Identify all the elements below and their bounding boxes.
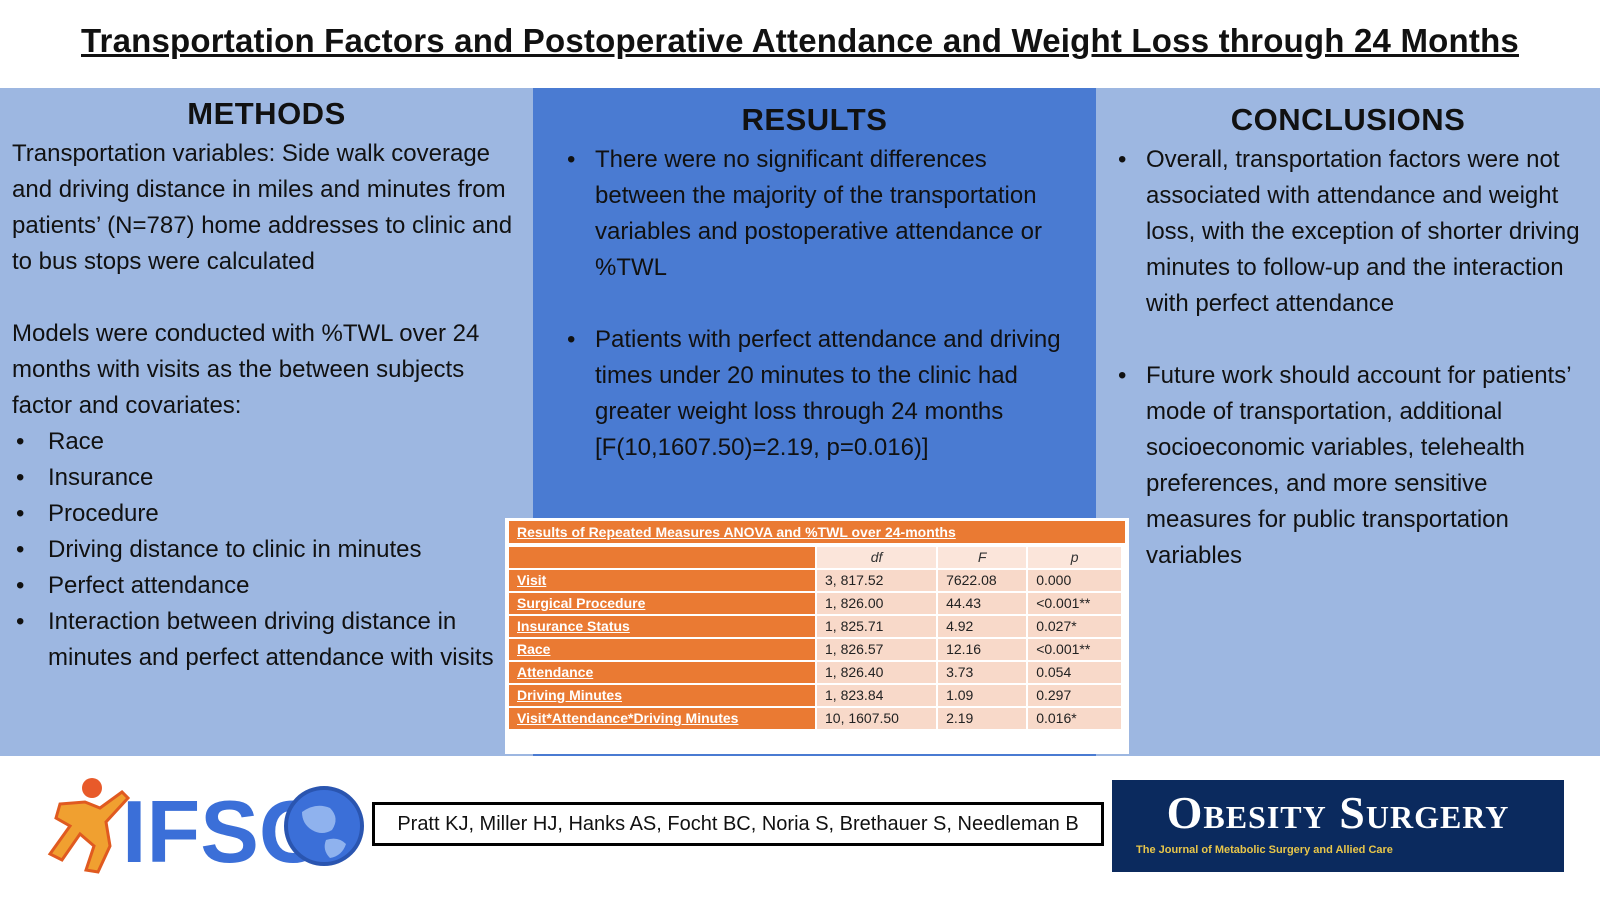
ifso-logo-graphic: IFSO [47, 778, 364, 881]
covariates-list: Race Insurance Procedure Driving distanc… [12, 424, 521, 676]
table-caption: Results of Repeated Measures ANOVA and %… [509, 521, 1125, 543]
methods-paragraph-1: Transportation variables: Side walk cove… [12, 140, 513, 275]
table-row: Race 1, 826.57 12.16 <0.001** [509, 639, 1121, 660]
table-row: Insurance Status 1, 825.71 4.92 0.027* [509, 616, 1121, 637]
row-label: Insurance Status [509, 616, 815, 637]
results-heading: RESULTS [741, 102, 888, 137]
list-item: Patients with perfect attendance and dri… [555, 322, 1074, 466]
results-list: There were no significant differences be… [555, 142, 1074, 466]
list-item: Interaction between driving distance in … [12, 604, 521, 676]
row-label: Surgical Procedure [509, 593, 815, 614]
f-cell: 4.92 [938, 616, 1027, 637]
p-cell: <0.001** [1028, 639, 1121, 660]
table-row: Driving Minutes 1, 823.84 1.09 0.297 [509, 685, 1121, 706]
p-cell: 0.027* [1028, 616, 1121, 637]
conclusions-list: Overall, transportation factors were not… [1106, 142, 1590, 574]
table-header-row: df F p [509, 547, 1121, 568]
f-cell: 44.43 [938, 593, 1027, 614]
row-label: Visit [509, 570, 815, 591]
poster-title: Transportation Factors and Postoperative… [81, 22, 1519, 59]
list-item: Driving distance to clinic in minutes [12, 532, 521, 568]
f-cell: 3.73 [938, 662, 1027, 683]
table-row: Visit 3, 817.52 7622.08 0.000 [509, 570, 1121, 591]
header-cell: p [1028, 547, 1121, 568]
f-cell: 7622.08 [938, 570, 1027, 591]
globe-icon [284, 786, 364, 866]
list-item: There were no significant differences be… [555, 142, 1074, 286]
list-item: Future work should account for patients’… [1106, 358, 1590, 574]
anova-table: Results of Repeated Measures ANOVA and %… [505, 518, 1129, 754]
f-cell: 2.19 [938, 708, 1027, 729]
list-item: Overall, transportation factors were not… [1106, 142, 1590, 322]
p-cell: 0.016* [1028, 708, 1121, 729]
row-label: Visit*Attendance*Driving Minutes [509, 708, 815, 729]
df-cell: 10, 1607.50 [817, 708, 937, 729]
ifso-logo: IFSO [40, 774, 370, 881]
journal-title: Obesity Surgery [1166, 787, 1510, 838]
runner-figure-icon [47, 778, 131, 874]
df-cell: 1, 826.57 [817, 639, 937, 660]
f-cell: 12.16 [938, 639, 1027, 660]
row-label: Driving Minutes [509, 685, 815, 706]
df-cell: 3, 817.52 [817, 570, 937, 591]
table-row: Visit*Attendance*Driving Minutes 10, 160… [509, 708, 1121, 729]
list-item: Perfect attendance [12, 568, 521, 604]
list-item: Race [12, 424, 521, 460]
journal-subtitle: The Journal of Metabolic Surgery and All… [1136, 844, 1393, 856]
header-cell [509, 547, 815, 568]
p-cell: <0.001** [1028, 593, 1121, 614]
f-cell: 1.09 [938, 685, 1027, 706]
p-cell: 0.054 [1028, 662, 1121, 683]
row-label: Attendance [509, 662, 815, 683]
p-cell: 0.000 [1028, 570, 1121, 591]
df-cell: 1, 825.71 [817, 616, 937, 637]
list-item: Procedure [12, 496, 521, 532]
df-cell: 1, 823.84 [817, 685, 937, 706]
table-row: Surgical Procedure 1, 826.00 44.43 <0.00… [509, 593, 1121, 614]
methods-paragraph-2: Models were conducted with %TWL over 24 … [12, 320, 480, 419]
table-row: Attendance 1, 826.40 3.73 0.054 [509, 662, 1121, 683]
conclusions-panel: CONCLUSIONS Overall, transportation fact… [1096, 88, 1600, 756]
authors-box: Pratt KJ, Miller HJ, Hanks AS, Focht BC,… [372, 802, 1104, 846]
header-cell: F [938, 547, 1027, 568]
row-label: Race [509, 639, 815, 660]
list-item: Insurance [12, 460, 521, 496]
p-cell: 0.297 [1028, 685, 1121, 706]
conclusions-heading: CONCLUSIONS [1230, 102, 1466, 137]
anova-grid: df F p Visit 3, 817.52 7622.08 0.000 Sur… [507, 545, 1123, 731]
df-cell: 1, 826.00 [817, 593, 937, 614]
journal-logo: Obesity Surgery The Journal of Metabolic… [1112, 780, 1564, 872]
methods-panel: METHODS Transportation variables: Side w… [0, 88, 533, 756]
header-cell: df [817, 547, 937, 568]
df-cell: 1, 826.40 [817, 662, 937, 683]
methods-heading: METHODS [187, 96, 346, 131]
